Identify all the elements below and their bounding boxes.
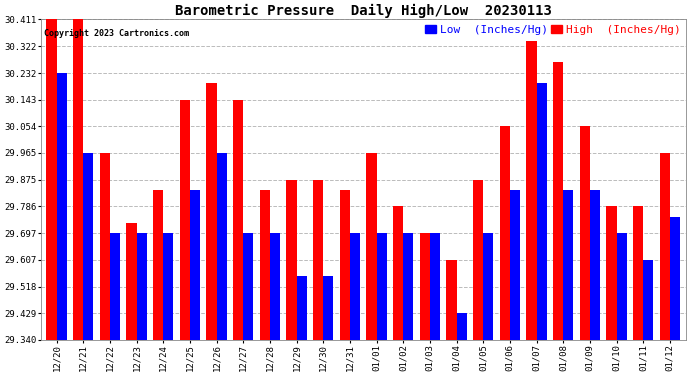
Bar [126, 223, 137, 340]
Bar [100, 153, 110, 340]
Bar [526, 41, 537, 340]
Bar [403, 233, 413, 340]
Bar [590, 190, 600, 340]
Bar [457, 313, 466, 340]
Bar [616, 233, 627, 340]
Bar [137, 233, 147, 340]
Bar [553, 62, 563, 340]
Bar [660, 153, 670, 340]
Bar [510, 190, 520, 340]
Bar [350, 233, 360, 340]
Bar [366, 153, 377, 340]
Bar [323, 276, 333, 340]
Bar [643, 260, 653, 340]
Bar [670, 217, 680, 340]
Legend: Low  (Inches/Hg), High  (Inches/Hg): Low (Inches/Hg), High (Inches/Hg) [425, 25, 680, 35]
Text: Copyright 2023 Cartronics.com: Copyright 2023 Cartronics.com [43, 29, 189, 38]
Bar [217, 153, 227, 340]
Bar [473, 180, 483, 340]
Bar [483, 233, 493, 340]
Bar [313, 180, 323, 340]
Bar [206, 82, 217, 340]
Bar [259, 190, 270, 340]
Title: Barometric Pressure  Daily High/Low  20230113: Barometric Pressure Daily High/Low 20230… [175, 4, 551, 18]
Bar [339, 190, 350, 340]
Bar [57, 73, 67, 340]
Bar [164, 233, 173, 340]
Bar [83, 153, 93, 340]
Bar [270, 233, 280, 340]
Bar [243, 233, 253, 340]
Bar [46, 20, 57, 340]
Bar [537, 84, 546, 340]
Bar [633, 206, 643, 340]
Bar [73, 20, 83, 340]
Bar [297, 276, 306, 340]
Bar [377, 233, 386, 340]
Bar [110, 233, 120, 340]
Bar [153, 190, 164, 340]
Bar [446, 260, 457, 340]
Bar [500, 126, 510, 340]
Bar [563, 190, 573, 340]
Bar [190, 190, 200, 340]
Bar [420, 233, 430, 340]
Bar [233, 100, 243, 340]
Bar [430, 233, 440, 340]
Bar [580, 126, 590, 340]
Bar [180, 100, 190, 340]
Bar [286, 180, 297, 340]
Bar [393, 206, 403, 340]
Bar [607, 206, 616, 340]
